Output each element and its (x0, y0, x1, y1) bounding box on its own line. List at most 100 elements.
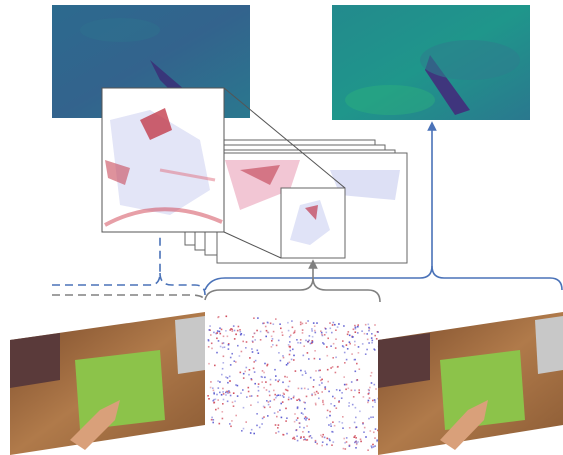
noise-dot (289, 346, 291, 349)
noise-dot (330, 425, 332, 427)
noise-dot (280, 402, 282, 405)
noise-dot (351, 403, 354, 406)
noise-dot (362, 396, 365, 398)
noise-dot (331, 366, 334, 368)
noise-dot (216, 351, 218, 354)
noise-dot (221, 367, 224, 370)
noise-dot (351, 336, 354, 338)
noise-dot (249, 357, 251, 359)
noise-dot (371, 339, 374, 342)
noise-dot (290, 398, 293, 400)
noise-dot (348, 405, 350, 407)
dashed-blue (159, 272, 206, 296)
noise-dot (256, 424, 258, 427)
noise-dot (309, 435, 312, 437)
noise-dot (353, 421, 356, 424)
noise-dot (344, 448, 347, 450)
noise-dot (372, 446, 375, 448)
noise-dot (277, 424, 280, 426)
noise-dot (326, 416, 328, 419)
noise-dot (246, 396, 248, 398)
noise-dot (322, 342, 324, 344)
noise-dot (375, 388, 377, 390)
noise-dot (266, 364, 268, 367)
noise-dot (351, 353, 353, 355)
noise-dot (304, 407, 306, 410)
noise-dot (300, 369, 302, 372)
noise-dot (288, 380, 291, 383)
noise-dot (319, 369, 321, 372)
noise-dot (350, 389, 353, 392)
noise-dot (354, 435, 356, 437)
noise-dot (322, 399, 324, 402)
noise-dot (366, 338, 369, 341)
noise-dot (222, 403, 224, 405)
noise-dot (355, 437, 357, 439)
noise-dot (342, 346, 345, 348)
noise-dot (297, 341, 299, 344)
noise-dot (282, 396, 285, 398)
noise-dot (216, 332, 218, 334)
noise-dot (251, 340, 254, 342)
noise-dot (217, 407, 220, 410)
noise-dot (332, 421, 334, 423)
noise-dot (242, 389, 244, 391)
noise-dot (222, 398, 225, 401)
noise-dot (370, 337, 373, 339)
noise-dot (348, 334, 351, 337)
noise-dot (377, 397, 379, 400)
noise-dot (341, 392, 343, 394)
noise-dot (243, 334, 245, 336)
noise-dot (362, 423, 364, 425)
noise-dot (213, 331, 215, 334)
noise-dot (317, 392, 319, 394)
noise-dot (311, 393, 313, 395)
noise-dot (299, 323, 302, 326)
noise-dot (284, 388, 287, 391)
noise-dot (302, 354, 305, 357)
noise-dot (286, 432, 288, 435)
noise-dot (316, 442, 318, 445)
noise-dot (214, 364, 216, 367)
noise-dot (367, 449, 369, 451)
noise-dot (270, 346, 273, 348)
noise-dot (217, 387, 220, 389)
noise-dot (245, 341, 248, 343)
noise-dot (366, 333, 368, 335)
noise-dot (372, 399, 374, 402)
noise-dot (241, 430, 243, 432)
noise-dot (367, 399, 370, 402)
noise-dot (306, 425, 308, 427)
noise-dot (237, 325, 240, 328)
noise-dot (210, 381, 212, 383)
noise-dot (320, 330, 322, 332)
noise-dot (219, 332, 222, 335)
noise-dot (334, 323, 336, 326)
noise-dot (354, 340, 356, 343)
noise-dot (213, 392, 215, 395)
noise-dot (229, 364, 232, 366)
noise-dot (236, 329, 239, 332)
noise-dot (274, 424, 277, 426)
noise-dot (254, 339, 256, 341)
noise-dot (287, 362, 289, 365)
noise-dot (342, 427, 344, 429)
noise-dot (298, 422, 301, 424)
noise-dot (225, 330, 227, 332)
noise-dot (264, 362, 266, 365)
noise-dot (355, 379, 358, 382)
noise-dot (336, 326, 339, 328)
noise-dot (347, 387, 350, 390)
noise-dot (227, 381, 229, 384)
noise-dot (272, 323, 275, 325)
noise-dot (277, 427, 279, 429)
noise-dot (344, 362, 346, 364)
arrow-blue (204, 121, 437, 291)
noise-dot (218, 422, 221, 425)
noise-dot (217, 399, 219, 401)
noise-dot (340, 397, 343, 399)
noise-dot (304, 370, 306, 373)
noise-dot (301, 329, 304, 331)
noise-dot (324, 386, 327, 388)
noise-dot (263, 322, 265, 324)
